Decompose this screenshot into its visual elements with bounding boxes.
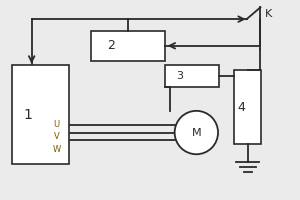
Text: 4: 4 — [238, 101, 245, 114]
Text: K: K — [264, 9, 272, 19]
Circle shape — [175, 111, 218, 154]
Bar — [234, 70, 261, 144]
Text: 3: 3 — [176, 71, 184, 81]
Text: U
V
W: U V W — [52, 120, 61, 154]
Text: 1: 1 — [23, 108, 32, 122]
Text: M: M — [191, 128, 201, 138]
Text: 2: 2 — [108, 39, 116, 52]
Bar — [91, 31, 165, 61]
Bar — [165, 65, 219, 87]
Bar — [12, 65, 69, 164]
